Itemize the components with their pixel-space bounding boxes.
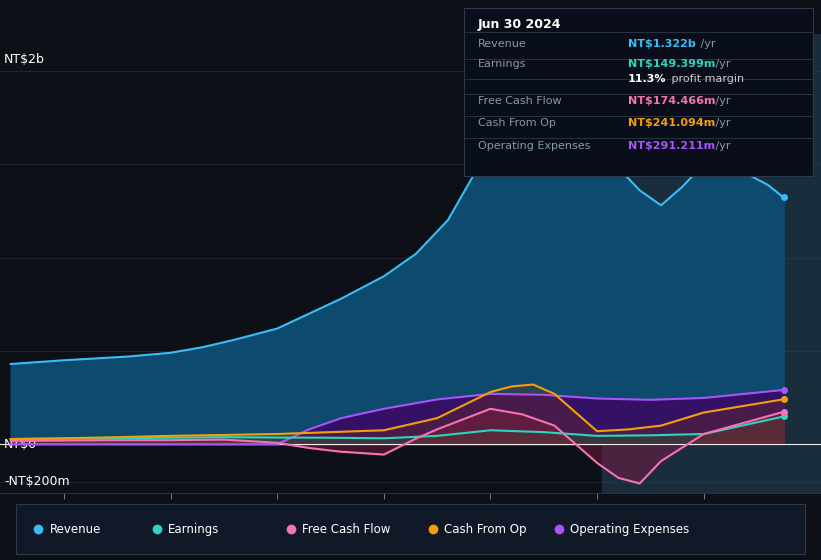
Text: -NT$200m: -NT$200m <box>4 475 70 488</box>
Text: Free Cash Flow: Free Cash Flow <box>302 522 390 536</box>
Text: NT$174.466m: NT$174.466m <box>628 96 715 106</box>
Text: NT$291.211m: NT$291.211m <box>628 141 715 151</box>
Text: NT$2b: NT$2b <box>4 53 45 66</box>
Text: NT$0: NT$0 <box>4 438 37 451</box>
Text: Cash From Op: Cash From Op <box>478 118 556 128</box>
Text: NT$149.399m: NT$149.399m <box>628 59 715 69</box>
Text: /yr: /yr <box>713 141 731 151</box>
Text: Cash From Op: Cash From Op <box>443 522 526 536</box>
Text: Revenue: Revenue <box>478 39 526 49</box>
Text: Revenue: Revenue <box>49 522 101 536</box>
Text: Jun 30 2024: Jun 30 2024 <box>478 18 562 31</box>
Text: /yr: /yr <box>713 96 731 106</box>
Text: Free Cash Flow: Free Cash Flow <box>478 96 562 106</box>
Text: Operating Expenses: Operating Expenses <box>570 522 689 536</box>
Text: NT$241.094m: NT$241.094m <box>628 118 715 128</box>
Text: 11.3%: 11.3% <box>628 74 667 84</box>
Text: /yr: /yr <box>697 39 715 49</box>
Text: Earnings: Earnings <box>478 59 526 69</box>
Text: /yr: /yr <box>713 59 731 69</box>
Text: profit margin: profit margin <box>668 74 744 84</box>
FancyBboxPatch shape <box>464 8 813 176</box>
FancyBboxPatch shape <box>16 504 805 554</box>
Text: NT$1.322b: NT$1.322b <box>628 39 695 49</box>
Bar <box>603 34 821 493</box>
Text: /yr: /yr <box>713 118 731 128</box>
Text: Operating Expenses: Operating Expenses <box>478 141 590 151</box>
Text: Earnings: Earnings <box>167 522 219 536</box>
